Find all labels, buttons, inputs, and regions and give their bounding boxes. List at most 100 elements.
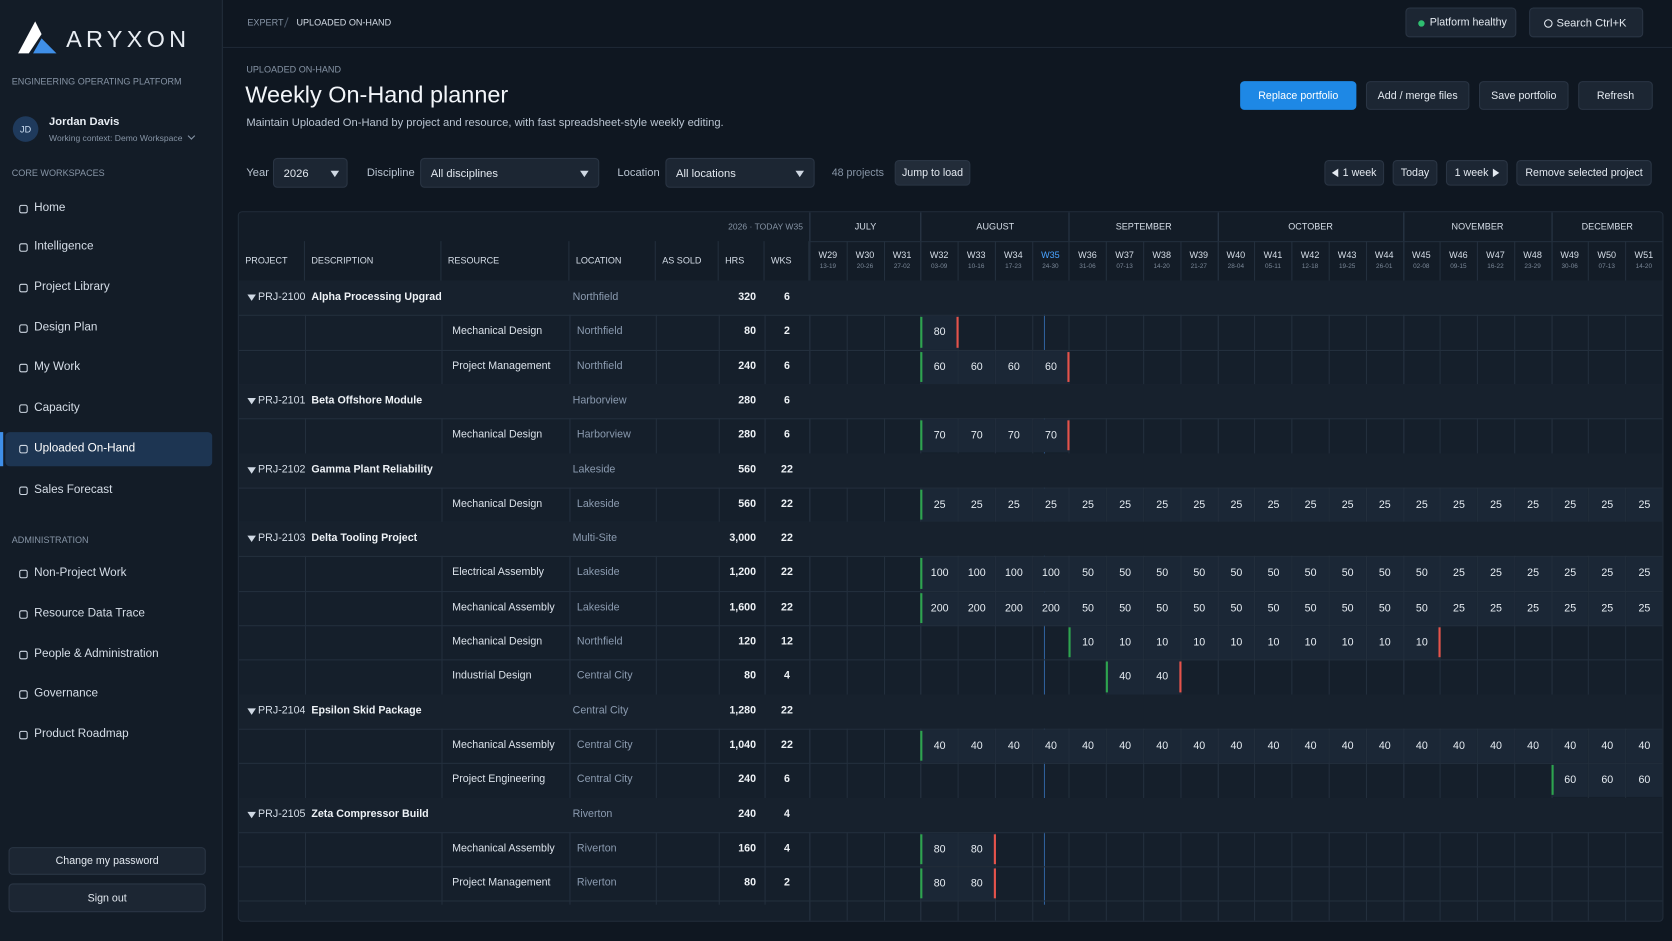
hours-cell[interactable]: 25 [1440,591,1477,626]
hours-cell[interactable]: 200 [995,591,1032,626]
hours-cell[interactable]: 40 [1218,729,1255,764]
hours-cell[interactable]: 10 [1144,626,1181,660]
hours-cell[interactable]: 80 [958,867,995,901]
hours-cell[interactable]: 50 [1218,591,1255,626]
hours-cell[interactable]: 10 [1107,626,1144,660]
hours-cell[interactable]: 40 [1440,729,1477,764]
hours-cell[interactable]: 25 [1440,488,1477,522]
replace-portfolio-button[interactable]: Replace portfolio [1240,81,1357,110]
hours-cell[interactable]: 40 [1181,729,1218,764]
nav-item[interactable]: Capacity [5,392,212,426]
hours-cell[interactable]: 25 [1626,488,1663,522]
hours-cell[interactable]: 25 [1626,591,1663,626]
hours-cell[interactable]: 25 [1032,488,1069,522]
sign-out-button[interactable]: Sign out [8,883,206,913]
hours-cell[interactable]: 50 [1366,591,1403,626]
nav-item[interactable]: Uploaded On-Hand [0,432,213,467]
hours-cell[interactable]: 40 [1626,729,1663,764]
expand-toggle[interactable] [247,294,256,301]
hours-cell[interactable]: 100 [995,557,1032,591]
hours-cell[interactable]: 50 [1366,557,1403,591]
hours-cell[interactable]: 25 [1478,557,1515,591]
hours-cell[interactable]: 25 [1255,488,1292,522]
hours-cell[interactable]: 25 [1589,591,1626,626]
add-merge-button[interactable]: Add / merge files [1365,81,1470,110]
hours-cell[interactable]: 200 [958,591,995,626]
hours-cell[interactable]: 50 [1107,591,1144,626]
hours-cell[interactable]: 70 [1032,419,1069,453]
hours-cell[interactable]: 40 [1515,729,1552,764]
hours-cell[interactable]: 10 [1181,626,1218,660]
nav-item[interactable]: Sales Forecast [5,474,212,508]
nav-item[interactable]: Intelligence [5,230,212,264]
hours-cell[interactable]: 40 [1366,729,1403,764]
hours-cell[interactable]: 50 [1329,591,1366,626]
hours-cell[interactable]: 50 [1292,591,1329,626]
hours-cell[interactable]: 60 [921,350,958,384]
hours-cell[interactable]: 25 [1366,488,1403,522]
hours-cell[interactable]: 40 [1144,729,1181,764]
hours-cell[interactable]: 60 [1626,764,1663,798]
hours-cell[interactable]: 25 [1552,488,1589,522]
hours-cell[interactable]: 50 [1403,557,1440,591]
hours-cell[interactable]: 25 [1070,488,1107,522]
hours-cell[interactable]: 60 [1552,764,1589,798]
hours-cell[interactable]: 50 [1403,591,1440,626]
hours-cell[interactable]: 50 [1255,557,1292,591]
expand-toggle[interactable] [247,811,256,818]
hours-cell[interactable]: 50 [1107,557,1144,591]
hours-cell[interactable]: 10 [1403,626,1440,660]
hours-cell[interactable]: 40 [1107,729,1144,764]
save-portfolio-button[interactable]: Save portfolio [1478,81,1569,110]
hours-cell[interactable]: 80 [921,867,958,901]
project-row[interactable] [238,452,1663,488]
project-row[interactable] [238,280,1663,316]
hours-cell[interactable]: 25 [1218,488,1255,522]
hours-cell[interactable]: 25 [1552,591,1589,626]
nav-item[interactable]: Product Roadmap [5,718,212,752]
hours-cell[interactable]: 25 [1440,557,1477,591]
nav-item[interactable]: Non-Project Work [5,557,212,591]
hours-cell[interactable]: 50 [1181,557,1218,591]
breadcrumb-item[interactable]: EXPERT [247,17,284,28]
hours-cell[interactable]: 40 [958,729,995,764]
project-row[interactable] [238,694,1663,729]
hours-cell[interactable]: 70 [921,419,958,453]
hours-cell[interactable]: 50 [1144,557,1181,591]
today-button[interactable]: Today [1392,160,1438,186]
change-password-button[interactable]: Change my password [8,847,206,875]
hours-cell[interactable]: 40 [1292,729,1329,764]
search-button[interactable]: Search Ctrl+K [1529,7,1644,38]
hours-cell[interactable]: 25 [921,488,958,522]
nav-item[interactable]: Governance [5,677,212,711]
hours-cell[interactable]: 50 [1144,591,1181,626]
status-pill[interactable]: Platform healthy [1405,7,1517,38]
hours-cell[interactable]: 80 [921,833,958,867]
hours-cell[interactable]: 10 [1366,626,1403,660]
hours-cell[interactable]: 10 [1218,626,1255,660]
hours-cell[interactable]: 40 [1144,660,1181,695]
location-select[interactable]: All locations [665,157,815,188]
hours-cell[interactable]: 60 [995,350,1032,384]
hours-cell[interactable]: 80 [958,833,995,867]
nav-item[interactable]: Home [5,192,212,226]
hours-cell[interactable]: 40 [1255,729,1292,764]
project-row[interactable] [238,383,1663,419]
next-week-button[interactable]: 1 week [1445,160,1508,186]
hours-cell[interactable]: 25 [1515,557,1552,591]
year-select[interactable]: 2026 [272,157,348,188]
hours-cell[interactable]: 25 [958,488,995,522]
hours-cell[interactable]: 40 [1070,729,1107,764]
hours-cell[interactable]: 25 [1515,488,1552,522]
hours-cell[interactable]: 25 [1626,557,1663,591]
hours-cell[interactable]: 40 [1478,729,1515,764]
hours-cell[interactable]: 25 [1478,488,1515,522]
refresh-button[interactable]: Refresh [1578,81,1653,110]
hours-cell[interactable]: 50 [1070,557,1107,591]
hours-cell[interactable]: 25 [1515,591,1552,626]
hours-cell[interactable]: 40 [1032,729,1069,764]
hours-cell[interactable]: 100 [1032,557,1069,591]
expand-toggle[interactable] [247,466,256,474]
hours-cell[interactable]: 200 [1032,591,1069,626]
hours-cell[interactable]: 200 [921,591,958,626]
